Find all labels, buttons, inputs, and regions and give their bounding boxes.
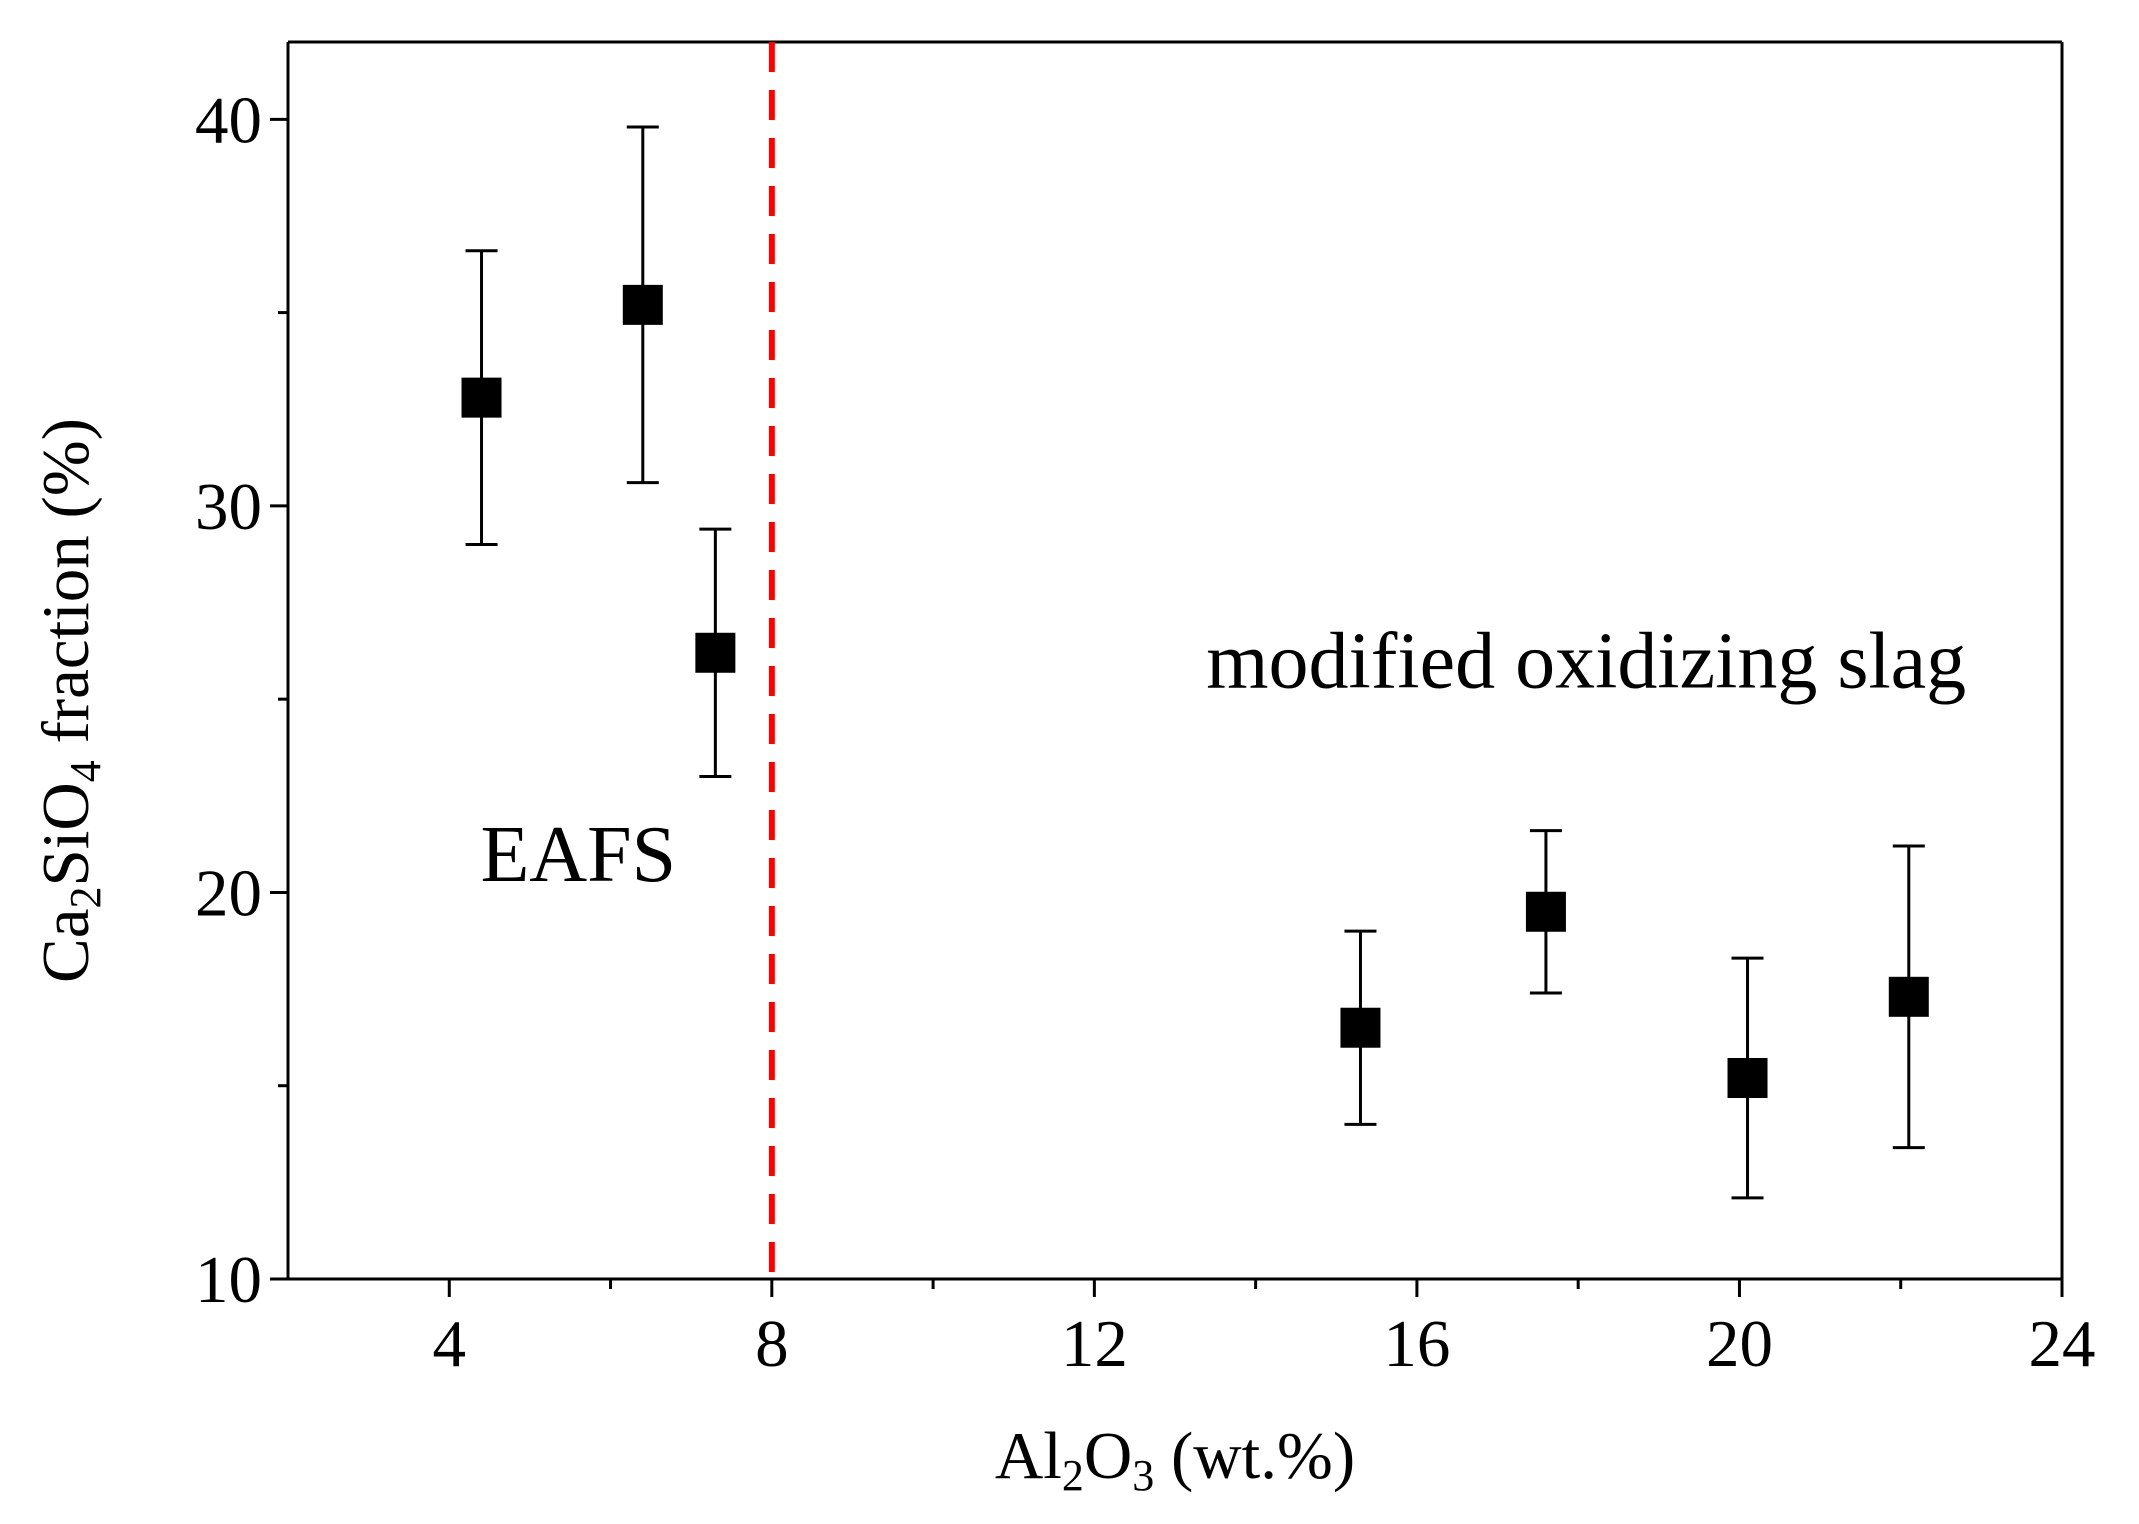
x-tick-label: 16 — [1383, 1307, 1450, 1381]
axis-title-subscript: 4 — [61, 760, 110, 782]
x-tick-label: 20 — [1706, 1307, 1773, 1381]
axis-title-text: Ca — [29, 909, 103, 983]
x-tick-label: 4 — [433, 1307, 467, 1381]
x-tick-label: 12 — [1061, 1307, 1128, 1381]
axis-title-text: SiO — [29, 782, 103, 886]
series-layer — [461, 125, 1929, 1200]
series-0 — [461, 125, 736, 778]
annotations-layer: EAFS modified oxidizing slag — [480, 618, 1966, 899]
axis-title-subscript: 2 — [1062, 1451, 1084, 1500]
axis-title-text: (wt.%) — [1154, 1419, 1355, 1493]
axis-title-text: fraction (%) — [29, 418, 103, 760]
series-1 — [1340, 829, 1929, 1200]
annotation-label: modified oxidizing slag — [1206, 618, 1966, 706]
axis-title-subscript: 3 — [1132, 1451, 1154, 1500]
plot-frame — [286, 40, 2064, 1281]
data-point — [1727, 1057, 1768, 1098]
data-point — [622, 284, 663, 325]
x-tick-label: 24 — [2029, 1307, 2096, 1381]
x-axis: 4 8 12 16 20 24 — [433, 1279, 2096, 1381]
data-point — [1888, 976, 1929, 1017]
axis-title-text: O — [1084, 1419, 1132, 1493]
annotation-label: EAFS — [480, 811, 676, 899]
data-point — [1525, 891, 1566, 932]
data-point — [1340, 1007, 1381, 1048]
x-axis-title: Al2O3 (wt.%) — [995, 1419, 1355, 1500]
y-axis-title: Ca2SiO4 fraction (%) — [29, 418, 110, 983]
y-tick-label: 40 — [195, 83, 262, 157]
axis-title-text: Al — [995, 1419, 1062, 1493]
data-point — [461, 377, 502, 418]
axis-title-subscript: 2 — [61, 887, 110, 909]
y-tick-label: 10 — [195, 1243, 262, 1317]
y-axis: 10 20 30 40 — [195, 83, 288, 1317]
y-tick-label: 20 — [195, 856, 262, 930]
y-tick-label: 30 — [195, 470, 262, 544]
data-point — [695, 632, 736, 673]
x-tick-label: 8 — [755, 1307, 789, 1381]
